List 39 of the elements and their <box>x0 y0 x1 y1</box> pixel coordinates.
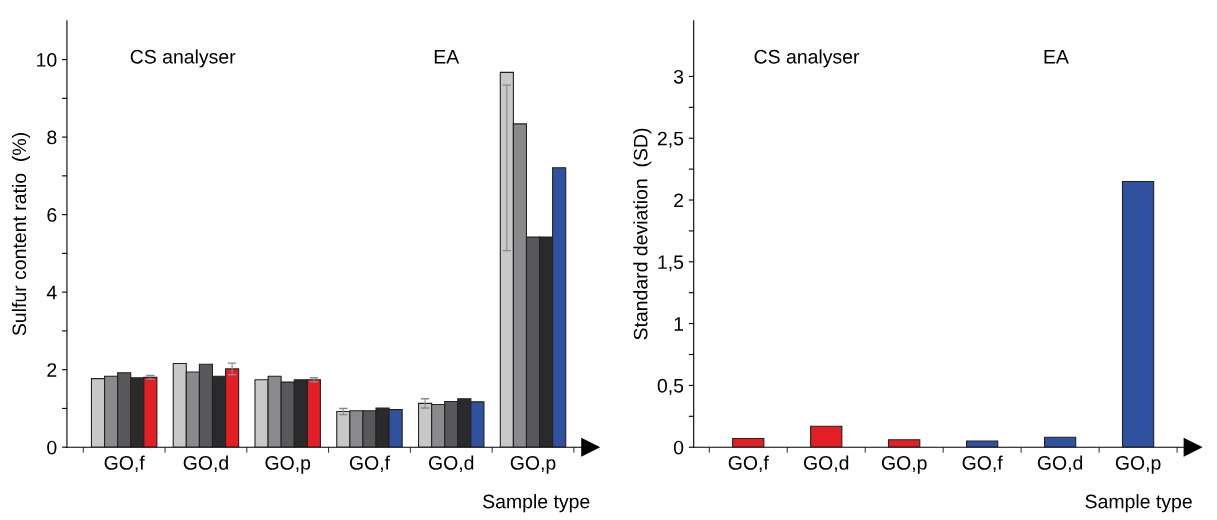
x-tick-label: GO,d <box>428 455 474 473</box>
annotation: EA <box>434 50 460 64</box>
x-tick-label: GO,d <box>1037 455 1083 473</box>
x-tick-label: GO,p <box>1115 456 1161 474</box>
y-tick-label: 8 <box>47 130 57 145</box>
x-axis-title: Sample type <box>1085 494 1192 513</box>
y-tick-label: 0,5 <box>657 378 684 395</box>
bar <box>732 437 765 448</box>
y-tick-label: 6 <box>47 208 57 222</box>
bar <box>1121 180 1155 448</box>
bar <box>888 439 921 448</box>
x-tick-label: GO,f <box>349 455 391 473</box>
x-axis-title: Sample type <box>483 494 590 513</box>
x-tick-label: GO,d <box>803 455 849 473</box>
y-tick-label: 1 <box>674 317 684 331</box>
y-tick-label: 1,5 <box>658 255 684 272</box>
bar <box>966 440 999 448</box>
y-tick-label: 2 <box>674 193 683 208</box>
annotation: EA <box>1044 50 1069 64</box>
annotation: CS analyser <box>130 49 236 68</box>
y-axis-title: Standard deviation (SD) <box>633 128 652 340</box>
y-tick-label: 3 <box>673 69 684 84</box>
x-tick-label: GO,p <box>881 456 927 474</box>
y-tick-label: 2,5 <box>657 131 684 148</box>
x-tick-label: GO,f <box>962 455 1003 473</box>
y-tick-label: 0 <box>47 440 57 455</box>
annotation: CS analyser <box>754 49 860 68</box>
y-tick-label: 10 <box>37 53 57 67</box>
x-tick-label: GO,f <box>728 455 769 473</box>
x-tick-label: GO,p <box>265 456 311 474</box>
y-tick-label: 0 <box>673 440 684 455</box>
x-tick-label: GO,d <box>183 455 228 473</box>
bar <box>1043 436 1077 448</box>
bar <box>810 425 843 448</box>
y-axis-title: Sulfur content ratio (%) <box>11 133 31 336</box>
y-tick-label: 2 <box>47 363 57 377</box>
y-tick-label: 4 <box>46 285 57 300</box>
x-tick-label: GO,p <box>510 456 556 474</box>
x-tick-label: GO,f <box>104 455 145 473</box>
